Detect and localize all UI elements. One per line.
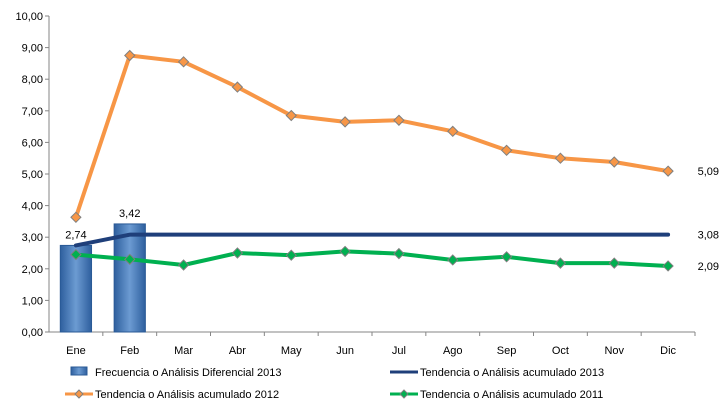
legend-label: Tendencia o Análisis acumulado 2013 <box>420 367 604 379</box>
y-tick-label: 6,00 <box>22 137 43 149</box>
legend-label: Frecuencia o Análisis Diferencial 2013 <box>95 367 282 379</box>
series-point <box>393 247 405 260</box>
y-tick-label: 8,00 <box>22 74 43 86</box>
legend-marker <box>74 389 84 399</box>
y-tick-label: 1,00 <box>22 295 43 307</box>
series-point <box>231 247 244 259</box>
series-end-label: 3,08 <box>698 230 719 242</box>
series-point <box>662 165 674 177</box>
y-tick-label: 4,00 <box>22 201 43 213</box>
series-point <box>608 257 620 269</box>
series-point <box>70 211 82 223</box>
legend-label: Tendencia o Análisis acumulado 2011 <box>420 389 603 401</box>
bar-data-label: 3,42 <box>119 208 140 220</box>
series-point <box>339 116 351 128</box>
x-tick-label: Feb <box>120 345 139 357</box>
x-tick-label: Jun <box>336 345 354 357</box>
series-point <box>500 144 513 157</box>
series-end-label: 5,09 <box>698 166 719 178</box>
legend-swatch <box>70 366 88 376</box>
y-tick-label: 9,00 <box>22 43 43 55</box>
legend: Frecuencia o Análisis Diferencial 2013 Te… <box>65 366 604 401</box>
series-point <box>285 249 297 261</box>
series-point <box>554 257 567 269</box>
plot-area: 0,00 1,00 2,00 3,00 4,00 5,00 6,00 7,00 8,00 9,00… <box>15 11 719 357</box>
series-point <box>554 152 567 164</box>
series-point <box>124 49 136 62</box>
bar <box>113 223 146 333</box>
series-point <box>231 81 244 93</box>
x-tick-label: Dic <box>660 345 676 357</box>
x-tick-label: Abr <box>229 345 246 357</box>
bar-data-label: 2,74 <box>65 229 86 241</box>
series-line <box>73 53 671 220</box>
x-tick-label: Sep <box>497 345 517 357</box>
legend-label: Tendencia o Análisis acumulado 2012 <box>95 389 279 401</box>
series-point <box>500 251 513 263</box>
y-tick-label: 10,00 <box>15 11 43 23</box>
series-point <box>177 259 190 271</box>
series-point <box>285 109 297 122</box>
series-line <box>73 232 671 248</box>
x-tick-label: Ago <box>443 345 463 357</box>
x-tick-label: Oct <box>552 345 569 357</box>
x-tick-label: Ene <box>66 345 86 357</box>
x-tick-label: Nov <box>604 345 624 357</box>
series-point <box>393 114 405 126</box>
y-tick-label: 5,00 <box>22 169 43 181</box>
series-end-label: 2,09 <box>698 261 719 273</box>
x-tick-label: Jul <box>392 345 406 357</box>
series-line <box>73 249 671 268</box>
x-tick-label: Mar <box>174 345 193 357</box>
series-point <box>177 56 190 68</box>
legend-marker <box>399 389 409 399</box>
series-point <box>662 260 674 272</box>
y-tick-label: 2,00 <box>22 264 43 276</box>
series-point <box>447 125 459 138</box>
series-point <box>339 245 351 258</box>
y-tick-label: 3,00 <box>22 232 43 244</box>
series-point <box>70 248 82 261</box>
series-point <box>124 253 136 266</box>
y-tick-label: 0,00 <box>22 327 43 339</box>
x-tick-label: May <box>281 345 302 357</box>
y-tick-label: 7,00 <box>22 106 43 118</box>
series-point <box>608 156 620 168</box>
series-point <box>447 254 459 266</box>
